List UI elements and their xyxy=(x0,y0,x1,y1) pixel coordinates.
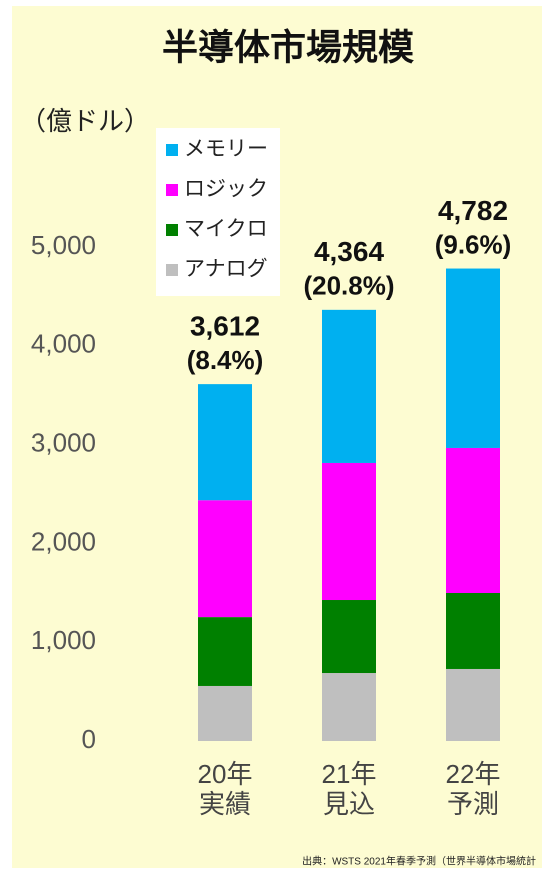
y-tick-label: 0 xyxy=(82,724,96,754)
legend-label: ロジック xyxy=(184,178,268,201)
growth-label: (20.8%) xyxy=(303,271,394,301)
y-tick-label: 2,000 xyxy=(31,526,96,556)
legend-label: メモリー xyxy=(184,138,268,161)
bar-segment xyxy=(322,462,376,601)
bar-segment xyxy=(198,384,252,501)
bar-segment xyxy=(446,668,500,741)
legend-label: マイクロ xyxy=(184,218,268,241)
legend-swatch xyxy=(166,224,178,236)
bar-segment xyxy=(198,617,252,686)
bar-segment xyxy=(322,600,376,674)
bar-segment xyxy=(198,500,252,618)
y-tick-label: 3,000 xyxy=(31,427,96,457)
x-tick-label: 見込 xyxy=(323,789,375,819)
bar-segment xyxy=(446,268,500,448)
legend-swatch xyxy=(166,264,178,276)
y-axis-label: （億ドル） xyxy=(20,106,150,136)
y-tick-label: 5,000 xyxy=(31,230,96,260)
x-tick-label: 21年 xyxy=(322,759,377,789)
bar-segment xyxy=(446,592,500,669)
x-tick-label: 実績 xyxy=(199,789,251,819)
y-tick-label: 4,000 xyxy=(31,329,96,359)
bar-segment xyxy=(322,309,376,463)
legend-swatch xyxy=(166,144,178,156)
source-note: 出典：WSTS 2021年春季予測（世界半導体市場統計 xyxy=(302,855,536,868)
bar-segment xyxy=(446,447,500,593)
legend-swatch xyxy=(166,184,178,196)
chart-title: 半導体市場規模 xyxy=(162,27,414,68)
legend-label: アナログ xyxy=(184,258,268,281)
total-label: 3,612 xyxy=(190,311,260,342)
x-tick-label: 20年 xyxy=(198,759,253,789)
total-label: 4,364 xyxy=(314,236,384,267)
bar-segment xyxy=(322,673,376,741)
bar-segment xyxy=(198,685,252,741)
total-label: 4,782 xyxy=(438,195,508,226)
growth-label: (8.4%) xyxy=(187,345,264,375)
growth-label: (9.6%) xyxy=(435,229,512,259)
x-tick-label: 予測 xyxy=(447,789,499,819)
y-tick-label: 1,000 xyxy=(31,625,96,655)
x-tick-label: 22年 xyxy=(446,759,501,789)
